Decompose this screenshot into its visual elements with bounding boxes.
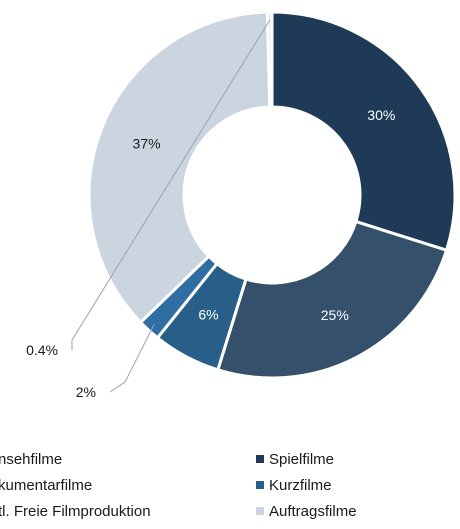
legend-swatch-auftragsfilme xyxy=(256,507,264,515)
legend-label-left-1: kumentarfilme xyxy=(0,477,92,494)
chart-slices xyxy=(87,10,457,380)
legend-item-left-2: tl. Freie Filmproduktion xyxy=(0,503,151,520)
legend-swatch-kurzfilme xyxy=(256,481,264,489)
slice-inkl-freie-filmproduktion xyxy=(265,10,274,109)
slice-fernsehfilme xyxy=(215,219,449,380)
slice-label-dokumentarfilme: 2% xyxy=(76,384,96,400)
legend-label-left-0: nsehfilme xyxy=(0,451,62,468)
slice-spielfilme xyxy=(270,10,457,253)
legend-item-left-0: nsehfilme xyxy=(0,451,62,468)
callout-line-dokumentarfilme xyxy=(109,324,155,393)
slice-label-auftragsfilme: 37% xyxy=(133,136,161,152)
slice-label-inkl-freie-filmproduktion: 0.4% xyxy=(26,342,58,358)
legend-swatch-spielfilme xyxy=(256,455,264,463)
legend-label-spielfilme: Spielfilme xyxy=(269,451,334,468)
callout-lines xyxy=(71,19,271,393)
legend-item-left-1: kumentarfilme xyxy=(0,477,92,494)
slice-auftragsfilme xyxy=(87,10,272,325)
legend: nsehfilme kumentarfilme tl. Freie Filmprod… xyxy=(0,451,357,520)
slice-labels: 30% 25% 6% 37% 2% 0.4% xyxy=(26,107,395,400)
legend-label-kurzfilme: Kurzfilme xyxy=(269,477,332,494)
legend-item-kurzfilme: Kurzfilme xyxy=(256,477,332,494)
legend-label-left-2: tl. Freie Filmproduktion xyxy=(0,503,151,520)
callout-line-inkl-freie-filmproduktion xyxy=(71,19,271,350)
slice-label-kurzfilme: 6% xyxy=(198,307,218,323)
legend-item-auftragsfilme: Auftragsfilme xyxy=(256,503,357,520)
legend-label-auftragsfilme: Auftragsfilme xyxy=(269,503,357,520)
legend-item-spielfilme: Spielfilme xyxy=(256,451,334,468)
slice-label-spielfilme: 30% xyxy=(367,107,395,123)
slice-label-fernsehfilme: 25% xyxy=(321,307,349,323)
